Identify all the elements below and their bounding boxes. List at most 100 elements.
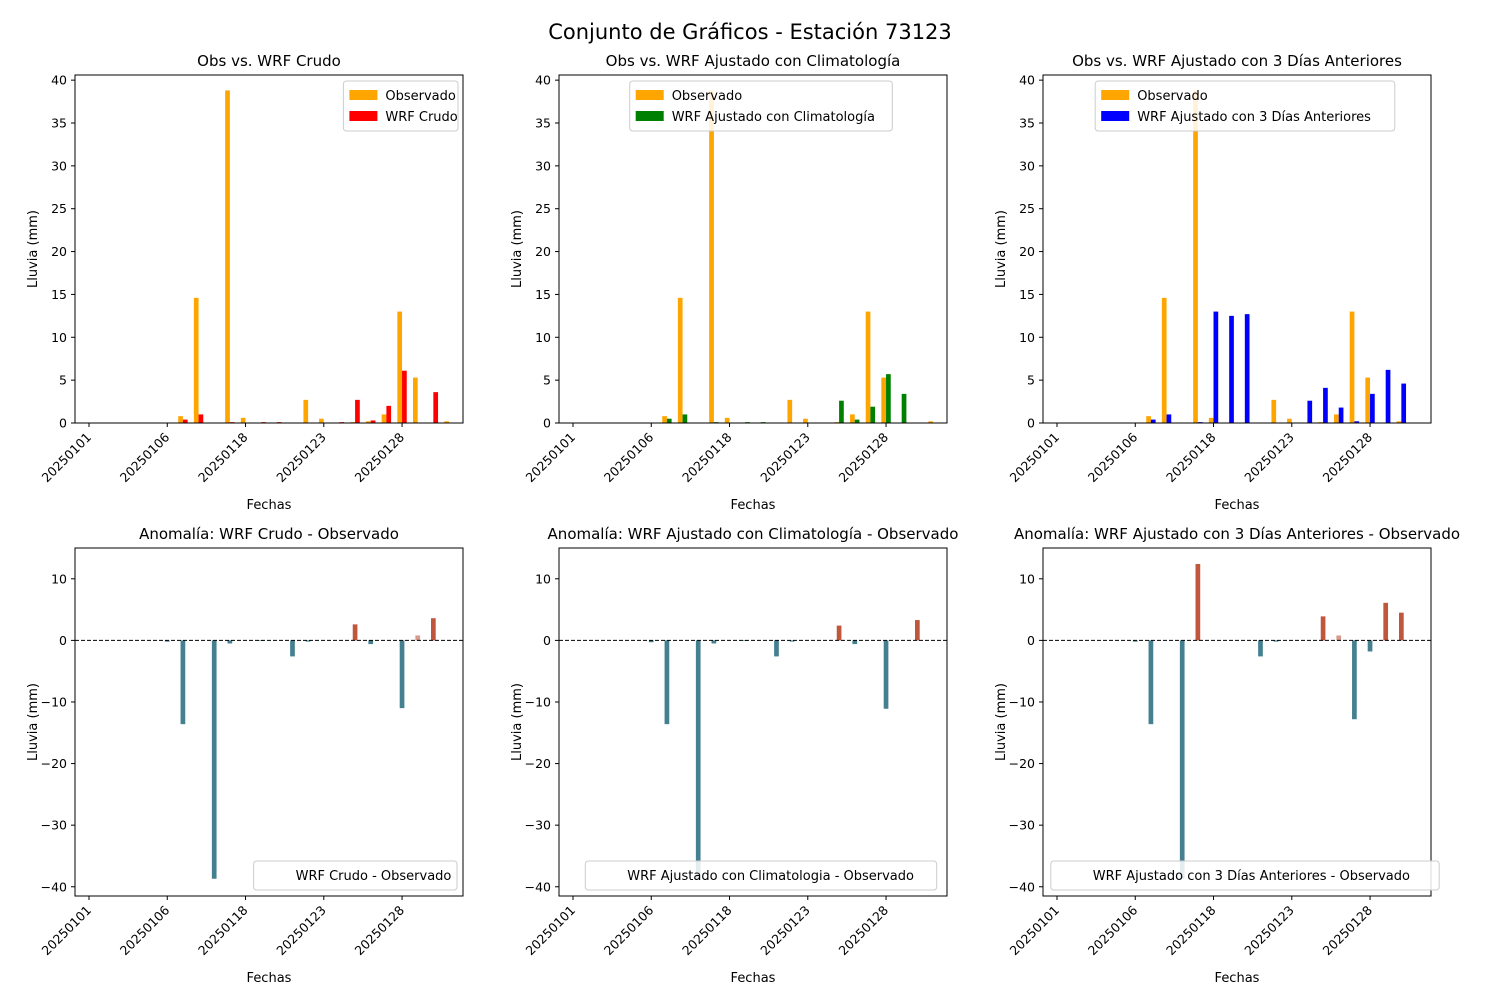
bar-observado bbox=[444, 421, 449, 423]
y-tick-label: 25 bbox=[535, 201, 551, 216]
y-tick-label: 10 bbox=[535, 330, 551, 345]
y-tick-label: 5 bbox=[543, 373, 551, 388]
bar-observado bbox=[724, 417, 730, 423]
x-tick-label: 20250123 bbox=[757, 430, 813, 486]
x-axis-label: Fechas bbox=[731, 498, 776, 513]
subplot-2: Obs vs. WRF Ajustado con Climatología 0 5 1… bbox=[510, 52, 948, 513]
bars bbox=[1132, 564, 1404, 879]
bar-anomaly bbox=[1352, 640, 1357, 720]
bar-wrf bbox=[1338, 407, 1344, 423]
bar-observado bbox=[1349, 311, 1355, 423]
bar-observado bbox=[413, 377, 418, 423]
axes-frame bbox=[74, 547, 464, 897]
y-tick-label: 15 bbox=[535, 287, 551, 302]
legend-label: WRF Ajustado con 3 Días Anteriores - Obs… bbox=[1093, 869, 1410, 884]
y-axis-label: Lluvia (mm) bbox=[26, 210, 41, 288]
legend-label: WRF Ajustado con Climatología bbox=[672, 110, 875, 125]
bar-observado bbox=[787, 399, 793, 423]
bar-anomaly bbox=[211, 640, 217, 879]
bar-anomaly bbox=[305, 640, 311, 642]
y-tick-label: 0 bbox=[1027, 416, 1035, 431]
subplot-6: Anomalía: WRF Ajustado con 3 Días Anteri… bbox=[994, 525, 1460, 986]
subplot-title: Anomalía: WRF Crudo - Observado bbox=[139, 525, 399, 543]
bar-anomaly bbox=[1148, 640, 1154, 725]
y-axis-label: Lluvia (mm) bbox=[510, 683, 525, 761]
chart-panels: Obs vs. WRF Crudo 0 5 10 15 20 25 30 35 40 Lluvia … bbox=[26, 52, 1460, 986]
y-tick-label: 30 bbox=[51, 158, 67, 173]
bar-wrf bbox=[1166, 414, 1172, 423]
x-tick-label: 20250101 bbox=[39, 430, 95, 486]
legend: WRF Crudo - Observado bbox=[253, 860, 458, 891]
subplot-title: Obs vs. WRF Ajustado con Climatología bbox=[606, 52, 901, 70]
y-tick-label: −20 bbox=[1009, 756, 1035, 771]
bar-observado bbox=[850, 414, 855, 423]
x-tick-label: 20250106 bbox=[117, 902, 173, 958]
legend: WRF Ajustado con Climatologia - Observad… bbox=[584, 860, 938, 891]
y-tick-label: 5 bbox=[1027, 373, 1035, 388]
bar-observado bbox=[397, 311, 403, 423]
x-tick-label: 20250101 bbox=[1007, 430, 1063, 486]
y-tick-label: −20 bbox=[41, 756, 67, 771]
x-tick-label: 20250118 bbox=[195, 902, 251, 958]
y-tick-label: −40 bbox=[525, 879, 551, 894]
bar-anomaly bbox=[695, 640, 701, 879]
y-axis-label: Lluvia (mm) bbox=[510, 210, 525, 288]
x-tick-label: 20250128 bbox=[352, 902, 408, 958]
y-tick-label: −10 bbox=[1009, 694, 1035, 709]
y-tick-label: 20 bbox=[51, 244, 67, 259]
bar-observado bbox=[1271, 399, 1277, 423]
bar-observado bbox=[381, 414, 387, 423]
y-tick-label: 30 bbox=[535, 158, 551, 173]
bar-wrf bbox=[402, 370, 407, 423]
axes-frame bbox=[558, 547, 948, 897]
bars bbox=[178, 90, 449, 423]
x-tick-label: 20250118 bbox=[1163, 902, 1219, 958]
legend: Observado WRF Ajustado con Climatología bbox=[629, 80, 893, 132]
y-tick-label: −10 bbox=[41, 694, 67, 709]
bar-wrf bbox=[870, 406, 876, 423]
bar-observado bbox=[319, 418, 324, 423]
legend-label: Observado bbox=[672, 89, 743, 104]
bar-wrf bbox=[1370, 393, 1375, 423]
bar-observado bbox=[709, 90, 714, 423]
bar-observado bbox=[1396, 421, 1402, 423]
x-tick-label: 20250106 bbox=[601, 902, 657, 958]
y-tick-label: 10 bbox=[51, 571, 67, 586]
x-tick-label: 20250123 bbox=[273, 430, 329, 486]
legend-box bbox=[1094, 80, 1396, 132]
bar-anomaly bbox=[368, 640, 374, 645]
x-tick-label: 20250123 bbox=[273, 903, 329, 959]
suptitle: Conjunto de Gráficos - Estación 73123 bbox=[548, 20, 952, 44]
bar-anomaly bbox=[774, 640, 779, 657]
bars bbox=[662, 90, 933, 423]
x-tick-label: 20250101 bbox=[523, 430, 579, 486]
bar-wrf bbox=[433, 392, 439, 423]
y-tick-label: −10 bbox=[525, 694, 551, 709]
legend: Observado WRF Crudo bbox=[342, 80, 459, 132]
x-tick-label: 20250101 bbox=[523, 903, 579, 959]
x-axis-label: Fechas bbox=[731, 971, 776, 986]
y-tick-label: 10 bbox=[1019, 571, 1035, 586]
x-tick-label: 20250118 bbox=[195, 429, 251, 485]
legend-label: Observado bbox=[385, 89, 456, 104]
bar-anomaly bbox=[915, 620, 920, 641]
bar-anomaly bbox=[1195, 564, 1201, 641]
x-tick-label: 20250101 bbox=[39, 903, 95, 959]
legend-swatch bbox=[1101, 90, 1130, 100]
subplot-5: Anomalía: WRF Ajustado con Climatología … bbox=[510, 525, 958, 986]
y-tick-label: 40 bbox=[51, 73, 67, 88]
bar-anomaly bbox=[852, 640, 858, 645]
y-tick-label: 40 bbox=[1019, 73, 1035, 88]
bar-anomaly bbox=[1273, 640, 1279, 642]
x-axis-label: Fechas bbox=[247, 498, 292, 513]
bar-anomaly bbox=[227, 640, 233, 644]
bar-observado bbox=[1146, 416, 1151, 423]
legend-swatch bbox=[349, 90, 378, 100]
bar-anomaly bbox=[711, 640, 717, 644]
x-tick-label: 20250106 bbox=[117, 429, 173, 485]
bar-observado bbox=[865, 311, 871, 423]
legend-label: WRF Crudo bbox=[385, 110, 457, 125]
bar-wrf bbox=[386, 405, 392, 423]
x-tick-label: 20250106 bbox=[1085, 429, 1141, 485]
bar-wrf bbox=[355, 399, 360, 423]
